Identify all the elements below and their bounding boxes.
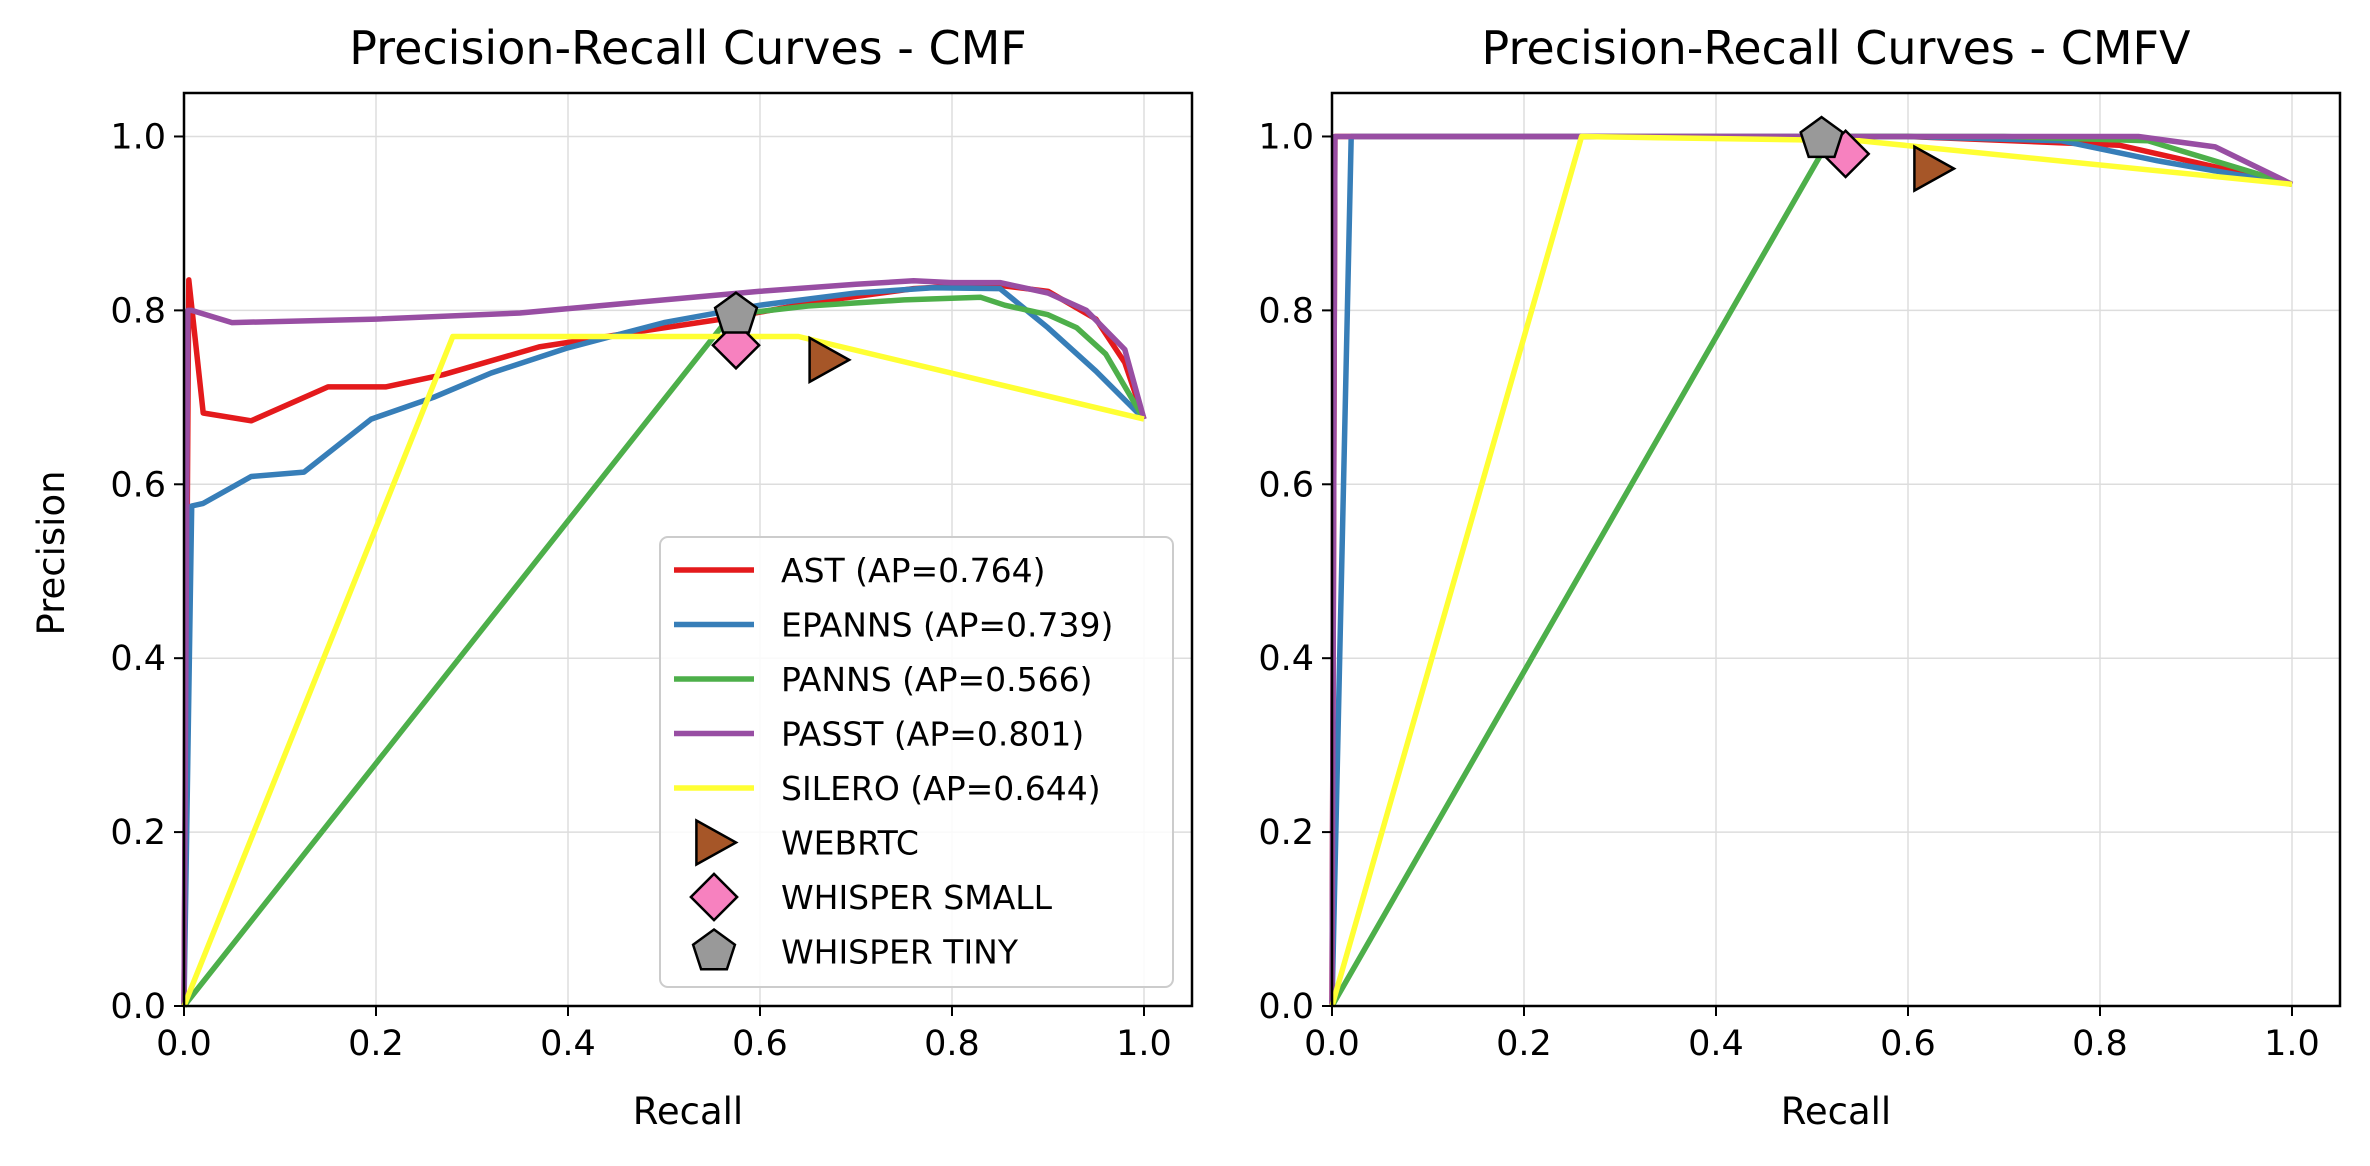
y-tick-label: 0.8 [1258, 291, 1314, 331]
x-ticks: 0.0 0.2 0.4 0.6 0.8 1.0 [1304, 1006, 2320, 1064]
series-line-panns [181, 294, 1147, 1008]
plot-frame [182, 91, 1194, 1008]
series-line-silero [1329, 133, 2293, 1007]
series-line-passt [1329, 133, 2294, 1007]
y-ticks: 0.0 0.2 0.4 0.6 0.8 1.0 [110, 117, 184, 1027]
legend-label: EPANNS (AP=0.739) [781, 606, 1113, 645]
y-tick-label: 0.2 [1258, 813, 1314, 853]
legend-label: WHISPER TINY [781, 933, 1019, 972]
series-line-epanns [1329, 133, 2293, 1007]
marker-webrtc [1913, 144, 1957, 193]
series-line-epanns [181, 285, 1146, 1007]
x-tick-label: 0.8 [2072, 1024, 2128, 1064]
marker-whisper-small [711, 320, 761, 371]
legend-marker [689, 872, 739, 922]
marker-whisper-tiny [713, 291, 759, 334]
y-ticks: 0.0 0.2 0.4 0.6 0.8 1.0 [1258, 117, 1332, 1027]
series-group [1329, 133, 2294, 1008]
x-tick-label: 0.6 [1880, 1024, 1936, 1064]
y-tick-label: 0.6 [1258, 465, 1314, 505]
x-tick-label: 1.0 [1116, 1024, 1172, 1064]
legend-frame [659, 536, 1174, 988]
legend-label: WHISPER SMALL [781, 878, 1053, 917]
legend-marker [695, 818, 739, 867]
series-line-ast [1329, 133, 2293, 1007]
x-tick-label: 0.0 [1304, 1024, 1360, 1064]
legend: AST (AP=0.764) EPANNS (AP=0.739) PANNS (AP… [659, 536, 1174, 988]
x-tick-label: 1.0 [2264, 1024, 2320, 1064]
x-tick-label: 0.0 [156, 1024, 212, 1064]
x-tick-label: 0.2 [1496, 1024, 1552, 1064]
chart-title: Precision-Recall Curves - CMFV [1482, 21, 2191, 75]
x-axis-label: Recall [633, 1090, 743, 1133]
grid [1331, 93, 2340, 1007]
legend-label: PANNS (AP=0.566) [781, 660, 1093, 699]
y-tick-label: 1.0 [110, 117, 166, 157]
chart-cmfv: Precision-Recall Curves - CMFV Recall 0.… [1258, 21, 2342, 1133]
y-tick-label: 0.0 [110, 987, 166, 1027]
x-tick-label: 0.4 [540, 1024, 596, 1064]
y-tick-label: 0.6 [110, 465, 166, 505]
legend-label: AST (AP=0.764) [781, 551, 1046, 590]
y-axis-label: Precision [30, 470, 73, 635]
x-tick-label: 0.6 [732, 1024, 788, 1064]
y-tick-label: 0.4 [110, 639, 166, 679]
x-tick-label: 0.4 [1688, 1024, 1744, 1064]
marker-webrtc [808, 335, 852, 385]
legend-label: WEBRTC [781, 824, 919, 863]
y-tick-label: 0.4 [1258, 639, 1314, 679]
legend-marker [691, 927, 737, 971]
series-line-panns [1329, 133, 2293, 1008]
x-tick-label: 0.8 [924, 1024, 980, 1064]
x-tick-label: 0.2 [348, 1024, 404, 1064]
marker-group [1799, 115, 1957, 193]
legend-label: SILERO (AP=0.644) [781, 769, 1101, 808]
chart-cmf: Precision-Recall Curves - CMF Recall Pre… [30, 21, 1194, 1133]
y-tick-label: 0.8 [110, 291, 166, 331]
x-axis-label: Recall [1781, 1090, 1891, 1133]
marker-group [711, 291, 852, 385]
chart-title: Precision-Recall Curves - CMF [349, 21, 1027, 75]
plot-frame [1330, 91, 2342, 1008]
y-tick-label: 0.0 [1258, 987, 1314, 1027]
series-line-passt [181, 278, 1147, 1007]
y-tick-label: 0.2 [110, 813, 166, 853]
legend-label: PASST (AP=0.801) [781, 715, 1084, 754]
x-ticks: 0.0 0.2 0.4 0.6 0.8 1.0 [156, 1006, 1172, 1064]
y-tick-label: 1.0 [1258, 117, 1314, 157]
marker-whisper-tiny [1799, 115, 1844, 159]
